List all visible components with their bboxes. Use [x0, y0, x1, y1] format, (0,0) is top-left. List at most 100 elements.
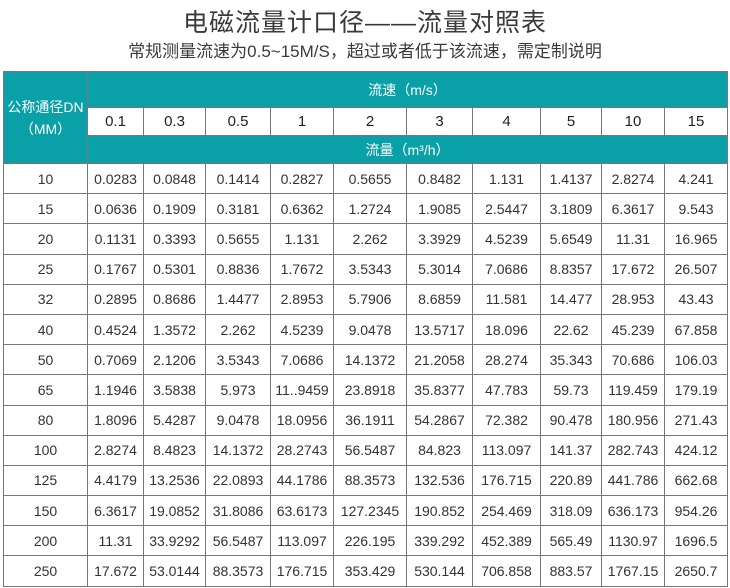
- flow-cell: 1.7672: [270, 253, 334, 285]
- flow-cell: 565.49: [540, 525, 602, 557]
- flow-cell: 0.1131: [87, 223, 144, 255]
- flow-cell: 5.973: [205, 374, 271, 406]
- flow-cell: 1.8096: [87, 404, 144, 436]
- flow-cell: 23.8918: [333, 374, 407, 406]
- table-row: 65 1.1946 3.5838 5.973 11..9459 23.8918 35.837…: [3, 374, 729, 406]
- flow-cell: 2.5447: [472, 193, 541, 225]
- flow-cell: 22.0893: [205, 464, 271, 497]
- flow-table: 公称通径DN （MM） 流速（m/s） 0.1 0.3 0.5 1 2 3 4 5 10 15 流…: [3, 71, 729, 587]
- table-row: 20 0.1131 0.3393 0.5655 1.131 2.262 3.3929 4.52…: [3, 223, 729, 255]
- flow-cell: 0.1767: [87, 253, 144, 285]
- flow-cell: 9.543: [663, 193, 729, 225]
- flow-header: 流量（m³/h）: [86, 135, 729, 164]
- table-row: 150 6.3617 19.0852 31.8086 63.6173 127.2345 19…: [3, 495, 729, 527]
- flow-cell: 1.3572: [143, 313, 206, 346]
- dn-cell: 20: [3, 223, 88, 255]
- flow-cell: 339.292: [406, 525, 473, 557]
- flow-cell: 0.3181: [205, 193, 271, 225]
- velocity-cell: 10: [601, 107, 665, 136]
- dn-header-line1: 公称通径DN: [7, 98, 84, 115]
- velocity-cell: 1: [270, 107, 334, 136]
- flow-cell: 2.262: [205, 313, 271, 346]
- flow-cell: 6.3617: [87, 495, 144, 527]
- flow-cell: 2.1206: [143, 344, 206, 376]
- flow-cell: 43.43: [663, 283, 729, 315]
- flow-cell: 22.62: [540, 313, 602, 346]
- flow-cell: 14.477: [540, 283, 602, 315]
- flow-cell: 2.8274: [87, 434, 144, 466]
- flow-cell: 226.195: [333, 525, 407, 557]
- flow-cell: 271.43: [663, 404, 729, 436]
- table-row: 250 17.672 53.0144 88.3573 176.715 353.429 530…: [3, 555, 729, 587]
- flow-cell: 1767.15: [601, 555, 665, 587]
- flow-cell: 2.262: [333, 223, 407, 255]
- flow-cell: 662.68: [663, 464, 729, 497]
- flow-cell: 31.8086: [205, 495, 271, 527]
- flow-cell: 13.2536: [143, 464, 206, 497]
- flow-cell: 441.786: [601, 464, 665, 497]
- flow-cell: 53.0144: [143, 555, 206, 587]
- dn-cell: 15: [3, 193, 88, 225]
- flow-cell: 113.097: [270, 525, 334, 557]
- flow-cell: 47.783: [472, 374, 541, 406]
- table-row: 10 0.0283 0.0848 0.1414 0.2827 0.5655 0.8482 1.…: [3, 162, 729, 195]
- flow-cell: 954.26: [663, 495, 729, 527]
- dn-cell: 25: [3, 253, 88, 285]
- flow-cell: 0.4524: [87, 313, 144, 346]
- flow-cell: 0.0283: [87, 162, 144, 195]
- flow-cell: 254.469: [472, 495, 541, 527]
- flow-cell: 9.0478: [333, 313, 407, 346]
- flow-cell: 0.1909: [143, 193, 206, 225]
- flow-cell: 0.8836: [205, 253, 271, 285]
- flow-cell: 1.131: [472, 162, 541, 195]
- flow-cell: 2.8274: [601, 162, 665, 195]
- flow-cell: 84.823: [406, 434, 473, 466]
- dn-cell: 200: [3, 525, 88, 557]
- flow-cell: 0.5655: [333, 162, 407, 195]
- flow-cell: 36.1911: [333, 404, 407, 436]
- flow-cell: 0.2895: [87, 283, 144, 315]
- flow-cell: 72.382: [472, 404, 541, 436]
- flow-cell: 18.0956: [270, 404, 334, 436]
- flow-cell: 28.953: [601, 283, 665, 315]
- dn-cell: 32: [3, 283, 88, 315]
- flow-cell: 106.03: [663, 344, 729, 376]
- flow-cell: 1.1946: [87, 374, 144, 406]
- flow-cell: 883.57: [540, 555, 602, 587]
- flow-cell: 353.429: [333, 555, 407, 587]
- flow-cell: 0.8482: [406, 162, 473, 195]
- flow-cell: 1.2724: [333, 193, 407, 225]
- velocity-cell: 4: [472, 107, 541, 136]
- flow-cell: 3.5838: [143, 374, 206, 406]
- velocity-cell: 0.1: [87, 107, 144, 136]
- page-subtitle: 常规测量流速为0.5~15M/S，超过或者低于该流速，需定制说明: [128, 42, 602, 61]
- flow-cell: 1696.5: [663, 525, 729, 557]
- velocity-cell: 0.5: [205, 107, 271, 136]
- flow-cell: 0.5301: [143, 253, 206, 285]
- table-row: 100 2.8274 8.4823 14.1372 28.2743 56.5487 84.8…: [3, 434, 729, 466]
- flow-cell: 14.1372: [333, 344, 407, 376]
- flow-cell: 4.5239: [270, 313, 334, 346]
- flow-cell: 3.5343: [205, 344, 271, 376]
- flow-cell: 11.581: [472, 283, 541, 315]
- table-row: 50 0.7069 2.1206 3.5343 7.0686 14.1372 21.2058…: [3, 344, 729, 376]
- flow-cell: 0.5655: [205, 223, 271, 255]
- dn-cell: 50: [3, 344, 88, 376]
- flow-cell: 636.173: [601, 495, 665, 527]
- dn-header-line2: （MM）: [19, 120, 72, 137]
- velocity-cell: 0.3: [143, 107, 206, 136]
- flow-cell: 3.3929: [406, 223, 473, 255]
- flow-cell: 0.0848: [143, 162, 206, 195]
- flow-cell: 5.6549: [540, 223, 602, 255]
- flow-cell: 0.0636: [87, 193, 144, 225]
- flow-cell: 56.5487: [205, 525, 271, 557]
- flow-cell: 17.672: [601, 253, 665, 285]
- flow-cell: 176.715: [472, 464, 541, 497]
- flow-cell: 13.5717: [406, 313, 473, 346]
- flow-cell: 16.965: [663, 223, 729, 255]
- flow-cell: 132.536: [406, 464, 473, 497]
- dn-cell: 65: [3, 374, 88, 406]
- flow-cell: 220.89: [540, 464, 602, 497]
- dn-cell: 10: [3, 162, 88, 195]
- table-row: 125 4.4179 13.2536 22.0893 44.1786 88.3573 132…: [3, 464, 729, 497]
